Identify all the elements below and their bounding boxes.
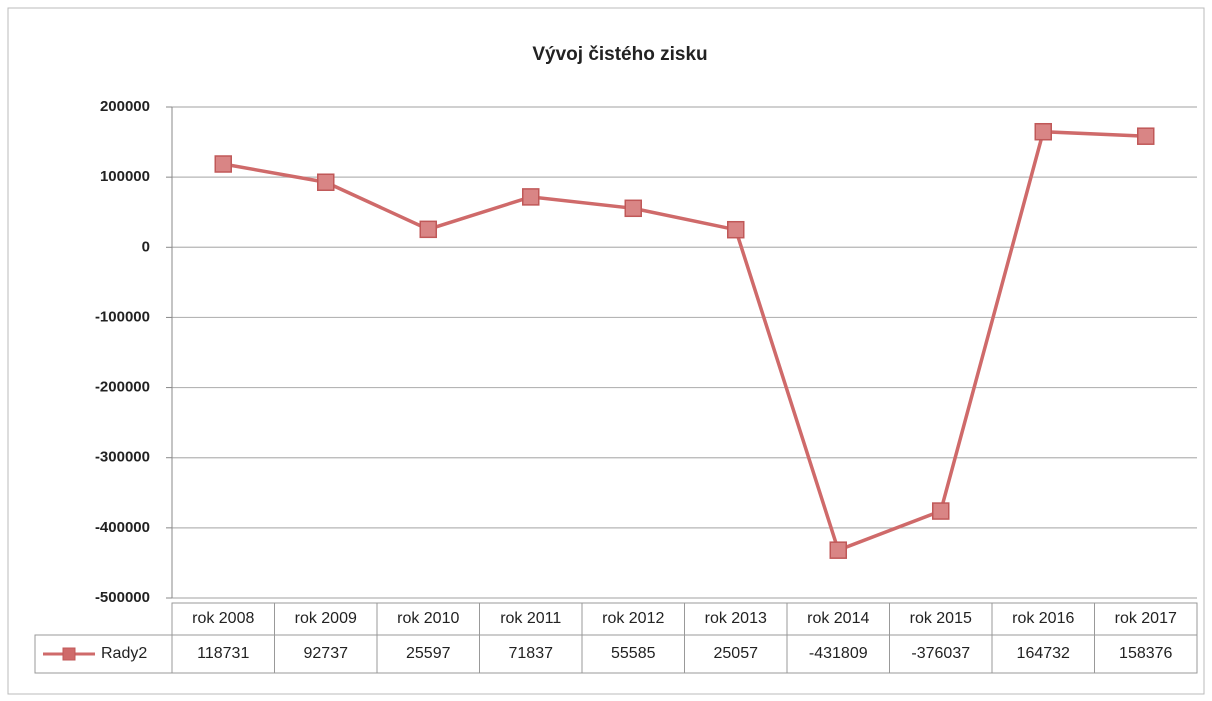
table-value: -376037	[911, 645, 970, 662]
y-tick-label: -500000	[95, 589, 150, 606]
x-tick-label: rok 2015	[910, 610, 972, 627]
table-value: 118731	[197, 645, 249, 662]
y-tick-label: -100000	[95, 308, 150, 325]
point-marker	[1137, 127, 1155, 145]
table-value: 25057	[714, 645, 759, 662]
y-tick-label: 100000	[100, 168, 150, 185]
legend-marker	[62, 647, 76, 661]
table-value: 55585	[611, 645, 656, 662]
point-marker	[522, 188, 540, 206]
legend-cell	[34, 634, 173, 674]
chart-frame	[7, 7, 1205, 695]
point-marker	[317, 173, 335, 191]
table-value: 158376	[1119, 645, 1172, 662]
point-marker	[829, 541, 847, 559]
y-tick-label: 0	[142, 238, 150, 255]
table-value: 25597	[406, 645, 451, 662]
y-tick-label: 200000	[100, 98, 150, 115]
x-tick-label: rok 2013	[705, 610, 767, 627]
point-marker	[214, 155, 232, 173]
series-line	[222, 129, 1146, 553]
chart-title: Vývoj čistého zisku	[532, 44, 707, 65]
point-marker	[932, 502, 950, 520]
x-tick-label: rok 2016	[1012, 610, 1074, 627]
x-tick-label: rok 2011	[500, 610, 561, 627]
x-tick-label: rok 2009	[295, 610, 357, 627]
x-tick-label: rok 2012	[602, 610, 664, 627]
x-tick-label: rok 2010	[397, 610, 459, 627]
point-marker	[1034, 122, 1052, 141]
table-value: 164732	[1017, 645, 1070, 662]
legend-label: Rady2	[101, 645, 147, 662]
x-tick-label: rok 2008	[192, 610, 254, 627]
table-value: 92737	[304, 645, 349, 662]
point-marker	[419, 220, 437, 239]
x-tick-label: rok 2017	[1115, 610, 1177, 627]
x-tick-label: rok 2014	[807, 610, 869, 627]
y-tick-label: -400000	[95, 519, 150, 536]
y-tick-label: -300000	[95, 449, 150, 466]
point-marker	[727, 220, 745, 239]
table-value: -431809	[809, 645, 868, 662]
table-value: 71837	[509, 645, 554, 662]
y-tick-label: -200000	[95, 379, 150, 396]
point-marker	[624, 199, 642, 218]
